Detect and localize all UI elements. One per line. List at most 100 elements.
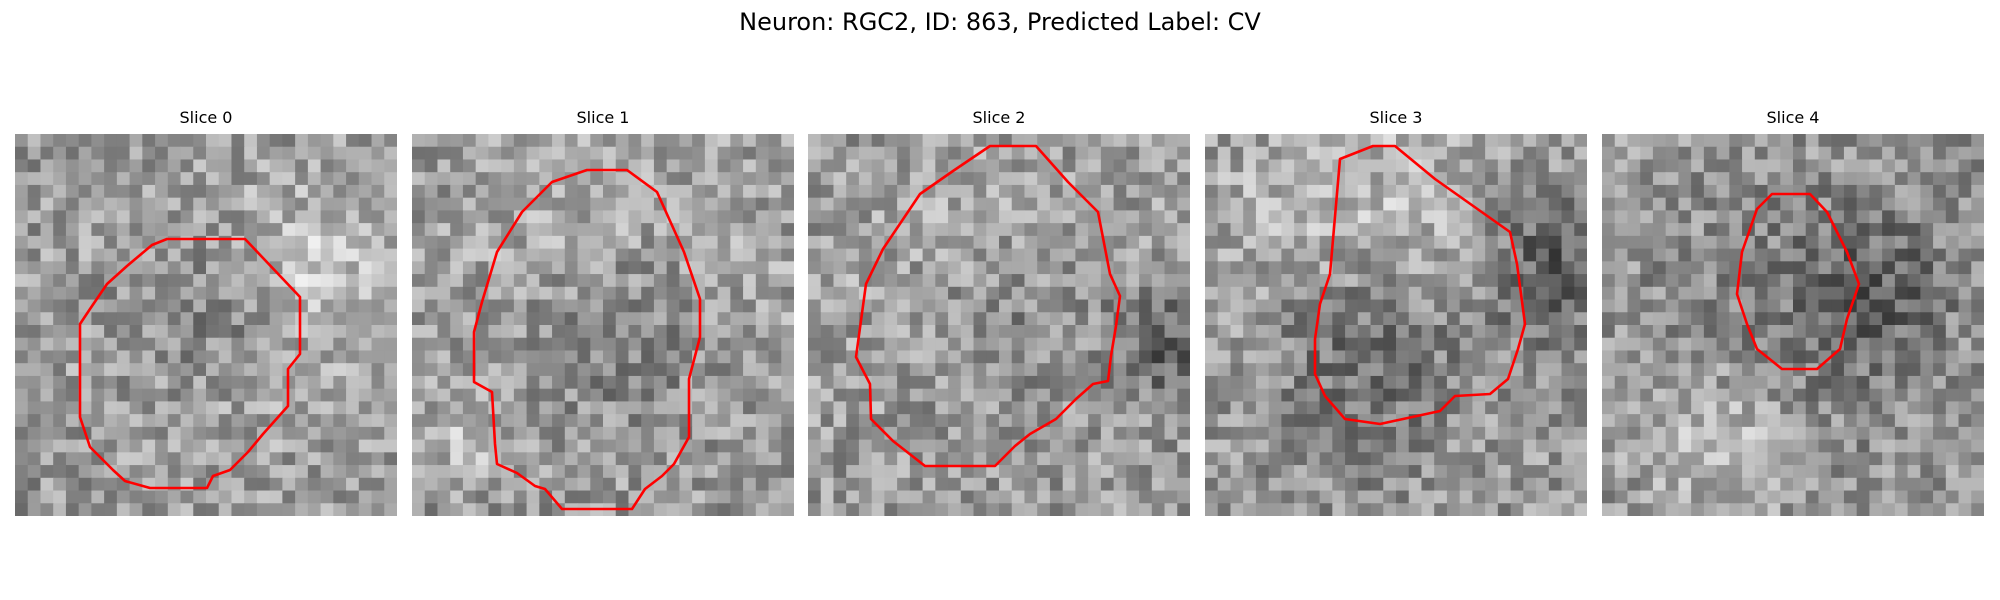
image-pixel bbox=[1920, 363, 1934, 377]
image-pixel bbox=[1678, 401, 1692, 415]
image-pixel bbox=[1971, 223, 1984, 237]
image-pixel bbox=[1408, 312, 1423, 326]
image-pixel bbox=[180, 465, 194, 479]
image-pixel bbox=[1729, 401, 1743, 415]
image-pixel bbox=[1281, 159, 1295, 173]
image-pixel bbox=[1230, 401, 1244, 415]
image-pixel bbox=[129, 452, 143, 466]
image-pixel bbox=[437, 172, 451, 186]
image-pixel bbox=[1703, 274, 1718, 288]
image-pixel bbox=[1536, 235, 1550, 250]
image-pixel bbox=[1497, 286, 1512, 301]
image-pixel bbox=[333, 312, 347, 326]
image-pixel bbox=[1396, 337, 1410, 352]
image-pixel bbox=[1164, 210, 1178, 224]
image-pixel bbox=[986, 477, 1000, 492]
image-pixel bbox=[1126, 414, 1140, 428]
image-pixel bbox=[628, 503, 642, 516]
image-pixel bbox=[973, 490, 987, 504]
image-pixel bbox=[1894, 312, 1909, 326]
image-pixel bbox=[552, 503, 566, 516]
image-pixel bbox=[1627, 375, 1641, 390]
image-pixel bbox=[641, 274, 655, 288]
image-pixel bbox=[1075, 134, 1089, 148]
image-pixel bbox=[1780, 172, 1794, 186]
slice-image-1 bbox=[412, 134, 794, 516]
image-pixel bbox=[1536, 210, 1550, 224]
image-pixel bbox=[1691, 426, 1705, 441]
image-pixel bbox=[577, 439, 591, 453]
image-pixel bbox=[1818, 146, 1832, 161]
image-pixel bbox=[1049, 223, 1064, 237]
image-pixel bbox=[935, 235, 949, 250]
image-pixel bbox=[1268, 337, 1282, 352]
image-pixel bbox=[1332, 477, 1346, 492]
image-pixel bbox=[1306, 426, 1321, 441]
image-pixel bbox=[1126, 401, 1140, 415]
image-pixel bbox=[1754, 414, 1769, 428]
image-pixel bbox=[1383, 363, 1397, 377]
image-pixel bbox=[1780, 503, 1794, 516]
image-pixel bbox=[590, 223, 604, 237]
image-pixel bbox=[1075, 210, 1089, 224]
image-pixel bbox=[1088, 248, 1102, 262]
image-pixel bbox=[1126, 363, 1140, 377]
image-pixel bbox=[922, 350, 936, 364]
image-pixel bbox=[424, 299, 439, 313]
image-pixel bbox=[1561, 134, 1575, 148]
image-pixel bbox=[897, 286, 911, 301]
image-pixel bbox=[371, 503, 385, 516]
image-pixel bbox=[104, 439, 118, 453]
image-pixel bbox=[1536, 299, 1550, 313]
image-pixel bbox=[999, 184, 1013, 199]
image-pixel bbox=[833, 261, 847, 275]
image-pixel bbox=[1920, 401, 1934, 415]
image-pixel bbox=[679, 426, 693, 441]
image-pixel bbox=[526, 465, 540, 479]
image-pixel bbox=[858, 172, 873, 186]
image-pixel bbox=[577, 210, 591, 224]
image-pixel bbox=[539, 325, 553, 339]
image-pixel bbox=[1281, 337, 1295, 352]
image-pixel bbox=[704, 337, 719, 352]
image-pixel bbox=[1205, 414, 1219, 428]
image-pixel bbox=[1062, 172, 1076, 186]
image-pixel bbox=[1691, 210, 1705, 224]
image-pixel bbox=[333, 146, 347, 161]
image-pixel bbox=[180, 439, 194, 453]
image-pixel bbox=[1113, 375, 1127, 390]
image-pixel bbox=[1396, 286, 1410, 301]
image-pixel bbox=[1945, 452, 1960, 466]
image-pixel bbox=[1920, 134, 1934, 148]
image-pixel bbox=[922, 426, 936, 441]
image-pixel bbox=[1780, 477, 1794, 492]
image-pixel bbox=[999, 350, 1013, 364]
image-pixel bbox=[1497, 172, 1512, 186]
image-pixel bbox=[333, 490, 347, 504]
image-pixel bbox=[1255, 465, 1270, 479]
image-pixel bbox=[1281, 210, 1295, 224]
image-pixel bbox=[603, 312, 617, 326]
image-pixel bbox=[358, 490, 373, 504]
image-pixel bbox=[1703, 146, 1718, 161]
image-pixel bbox=[526, 146, 540, 161]
image-pixel bbox=[206, 363, 220, 377]
image-pixel bbox=[552, 146, 566, 161]
image-pixel bbox=[295, 503, 309, 516]
image-pixel bbox=[282, 337, 296, 352]
image-pixel bbox=[922, 172, 936, 186]
image-pixel bbox=[1754, 325, 1769, 339]
image-pixel bbox=[1920, 197, 1934, 211]
image-pixel bbox=[526, 235, 540, 250]
image-pixel bbox=[653, 439, 668, 453]
image-pixel bbox=[679, 337, 693, 352]
image-pixel bbox=[1754, 312, 1769, 326]
image-pixel bbox=[155, 159, 169, 173]
image-pixel bbox=[1011, 248, 1026, 262]
image-pixel bbox=[679, 134, 693, 148]
image-pixel bbox=[1780, 248, 1794, 262]
image-pixel bbox=[653, 401, 668, 415]
image-pixel bbox=[1894, 159, 1909, 173]
image-pixel bbox=[1678, 210, 1692, 224]
image-pixel bbox=[1357, 172, 1372, 186]
